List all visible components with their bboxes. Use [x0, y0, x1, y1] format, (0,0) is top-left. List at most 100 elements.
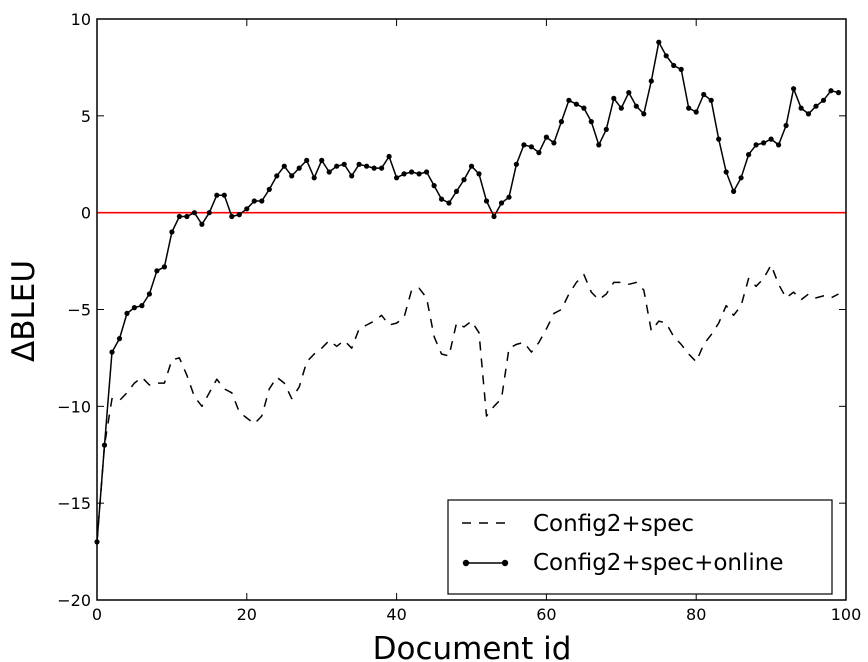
data-point — [738, 175, 744, 181]
data-point — [251, 198, 257, 204]
data-point — [820, 97, 827, 103]
data-point — [438, 196, 445, 202]
data-point — [791, 86, 797, 92]
data-point — [536, 150, 542, 156]
data-point — [626, 90, 632, 96]
data-point — [146, 291, 152, 297]
data-point — [334, 163, 340, 169]
data-point — [401, 171, 407, 177]
data-point — [783, 122, 789, 129]
y-tick-label: −20 — [57, 591, 91, 610]
y-tick-label: 0 — [81, 204, 91, 223]
data-point — [543, 134, 550, 140]
data-point — [364, 163, 370, 169]
data-point — [176, 213, 182, 220]
data-point — [416, 171, 422, 177]
data-point — [304, 157, 310, 163]
data-point — [768, 136, 774, 142]
data-point — [199, 221, 205, 227]
data-point — [618, 105, 624, 111]
data-point — [349, 173, 355, 179]
data-point — [686, 105, 692, 111]
data-point — [326, 169, 332, 175]
data-point — [678, 66, 684, 72]
series-line-0 — [96, 264, 839, 542]
data-point — [244, 206, 250, 212]
data-point — [701, 91, 707, 98]
data-point — [289, 173, 295, 179]
data-point — [558, 119, 565, 125]
data-point — [446, 200, 452, 206]
data-point — [379, 165, 385, 171]
data-point — [813, 103, 819, 109]
data-point — [476, 171, 482, 177]
legend-marker-right — [501, 559, 509, 567]
data-point — [468, 163, 475, 169]
y-tick-label: −15 — [57, 494, 91, 513]
data-point — [161, 264, 167, 270]
data-point — [491, 213, 497, 220]
data-point — [641, 111, 647, 117]
data-point — [588, 119, 594, 125]
data-point — [708, 97, 714, 103]
data-point — [513, 161, 520, 167]
data-point — [431, 183, 437, 189]
data-point — [648, 78, 654, 84]
x-tick-label: 80 — [686, 605, 706, 624]
data-point — [723, 169, 729, 175]
data-point — [394, 175, 400, 181]
data-point — [461, 177, 467, 183]
data-point — [124, 310, 130, 316]
data-point — [611, 95, 617, 101]
data-point — [798, 105, 804, 111]
data-point — [154, 268, 160, 274]
data-point — [229, 213, 235, 220]
data-point — [671, 62, 677, 69]
data-point — [805, 111, 812, 117]
data-point — [656, 39, 662, 45]
data-point — [506, 194, 512, 200]
y-tick-label: 5 — [81, 107, 91, 126]
data-point — [139, 303, 145, 309]
y-tick-label: −5 — [67, 301, 91, 320]
legend-label-config2-spec: Config2+spec — [533, 511, 694, 537]
data-point — [566, 97, 572, 103]
data-point — [184, 213, 190, 220]
data-point — [551, 140, 557, 146]
x-tick-label: 0 — [92, 605, 102, 624]
data-point — [596, 142, 602, 148]
plot-frame — [96, 18, 847, 601]
data-point — [191, 210, 197, 216]
data-point — [356, 161, 362, 167]
series-line-1 — [96, 41, 839, 542]
data-point — [386, 153, 392, 160]
y-axis-title: ΔBLEU — [6, 260, 42, 362]
data-point — [169, 229, 175, 235]
data-point — [101, 442, 108, 448]
data-point — [761, 140, 767, 146]
data-point — [835, 90, 842, 96]
data-point — [483, 198, 490, 204]
data-point — [521, 142, 527, 148]
data-point — [274, 173, 280, 179]
data-point — [206, 210, 212, 216]
data-point — [236, 212, 242, 218]
data-point — [259, 198, 265, 204]
series-layer — [94, 39, 842, 545]
legend-box — [447, 499, 833, 595]
data-point — [528, 144, 535, 150]
data-point — [453, 188, 460, 194]
x-tick-label: 60 — [536, 605, 556, 624]
data-point — [116, 336, 123, 342]
data-point — [573, 101, 580, 107]
data-point — [296, 165, 302, 171]
x-tick-label: 40 — [386, 605, 406, 624]
data-point — [498, 200, 505, 206]
y-tick-label: −10 — [57, 397, 91, 416]
data-point — [424, 169, 430, 175]
legend-marker-left — [462, 559, 470, 567]
data-point — [633, 103, 639, 109]
data-point — [214, 192, 220, 198]
data-point — [319, 157, 325, 163]
